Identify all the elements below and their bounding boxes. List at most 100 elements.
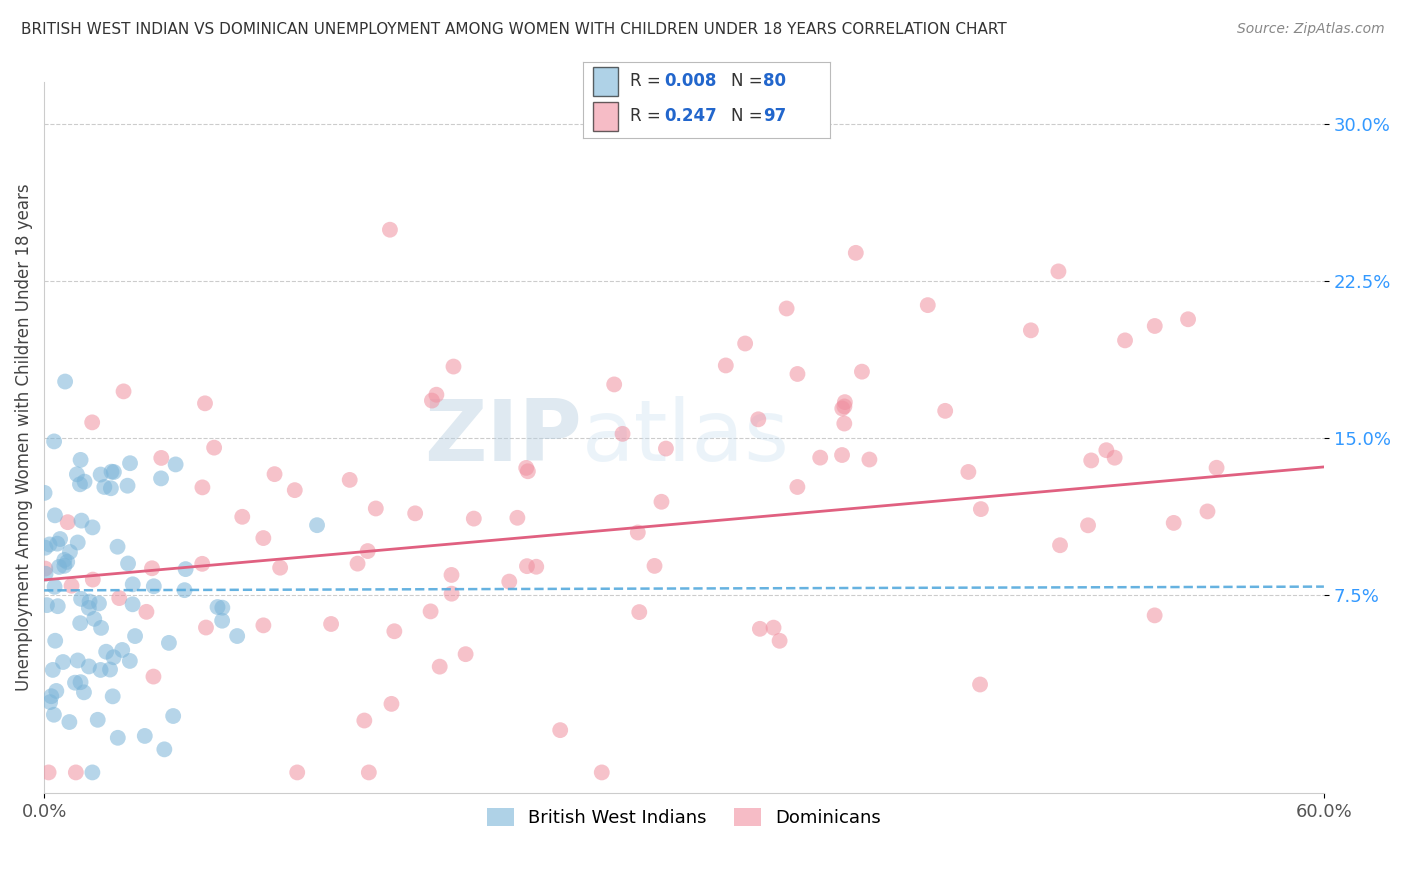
Point [768, 633, 790, 648]
Point [117, 479, 139, 493]
Point [117, 557, 139, 571]
Point [714, 359, 737, 373]
Point [107, 540, 129, 554]
Point [957, 465, 980, 479]
Point [831, 448, 853, 462]
Point [53, 558, 76, 573]
Point [191, 557, 214, 571]
Point [786, 367, 808, 381]
Point [775, 301, 797, 316]
Point [34, 561, 56, 575]
Point [42, 707, 65, 722]
Point [762, 621, 785, 635]
Point [378, 223, 401, 237]
Point [90, 663, 112, 677]
Point [53, 375, 76, 389]
Point [506, 510, 529, 524]
Point [786, 480, 808, 494]
Point [969, 677, 991, 691]
Point [70, 514, 93, 528]
Point [211, 614, 233, 628]
Point [834, 395, 856, 409]
Point [46, 536, 69, 550]
Point [319, 617, 342, 632]
Point [194, 396, 217, 410]
Point [1049, 538, 1071, 552]
Point [134, 729, 156, 743]
Point [63, 675, 86, 690]
Point [42, 434, 65, 449]
Point [173, 583, 195, 598]
Text: 0.247: 0.247 [665, 107, 717, 125]
Point [121, 597, 143, 611]
Point [86, 713, 108, 727]
Point [66, 467, 89, 482]
Point [284, 483, 307, 497]
Point [1019, 323, 1042, 337]
Point [970, 502, 993, 516]
Point [39, 695, 62, 709]
Point [82, 765, 104, 780]
Point [142, 669, 165, 683]
Point [69, 453, 91, 467]
Point [35, 598, 58, 612]
Text: BRITISH WEST INDIAN VS DOMINICAN UNEMPLOYMENT AMONG WOMEN WITH CHILDREN UNDER 18: BRITISH WEST INDIAN VS DOMINICAN UNEMPLO… [21, 22, 1007, 37]
Point [103, 465, 125, 479]
Point [516, 464, 538, 478]
Point [157, 636, 180, 650]
FancyBboxPatch shape [593, 102, 619, 130]
Point [364, 501, 387, 516]
Point [443, 359, 465, 374]
Point [66, 535, 89, 549]
Point [111, 643, 134, 657]
Point [108, 591, 131, 606]
Point [38, 537, 60, 551]
Point [44, 508, 66, 523]
Point [207, 600, 229, 615]
Point [382, 624, 405, 639]
Point [44, 633, 66, 648]
Point [404, 506, 426, 520]
Text: R =: R = [630, 72, 666, 90]
Point [515, 461, 537, 475]
Point [1143, 318, 1166, 333]
Point [101, 690, 124, 704]
Point [655, 442, 678, 456]
Point [627, 525, 650, 540]
Point [808, 450, 831, 465]
Text: ZIP: ZIP [423, 396, 582, 479]
Point [498, 574, 520, 589]
Point [419, 604, 441, 618]
Point [748, 622, 770, 636]
Point [252, 618, 274, 632]
Point [1047, 264, 1070, 278]
Point [100, 481, 122, 495]
Text: R =: R = [630, 107, 666, 125]
Point [832, 417, 855, 431]
Point [48, 560, 70, 574]
Point [100, 465, 122, 479]
Point [59, 545, 82, 559]
Point [162, 709, 184, 723]
Point [142, 579, 165, 593]
Point [734, 336, 756, 351]
Point [231, 509, 253, 524]
Point [118, 654, 141, 668]
Point [34, 541, 56, 555]
Point [353, 714, 375, 728]
Point [45, 684, 67, 698]
Point [70, 591, 93, 606]
Point [357, 765, 380, 780]
Point [56, 555, 79, 569]
Text: 0.008: 0.008 [665, 72, 717, 90]
Point [1077, 518, 1099, 533]
Point [77, 601, 100, 615]
Point [747, 412, 769, 426]
Point [425, 388, 447, 402]
Point [591, 765, 613, 780]
Point [38, 765, 60, 780]
Point [82, 416, 104, 430]
Point [46, 599, 69, 614]
Point [851, 365, 873, 379]
FancyBboxPatch shape [593, 67, 619, 95]
